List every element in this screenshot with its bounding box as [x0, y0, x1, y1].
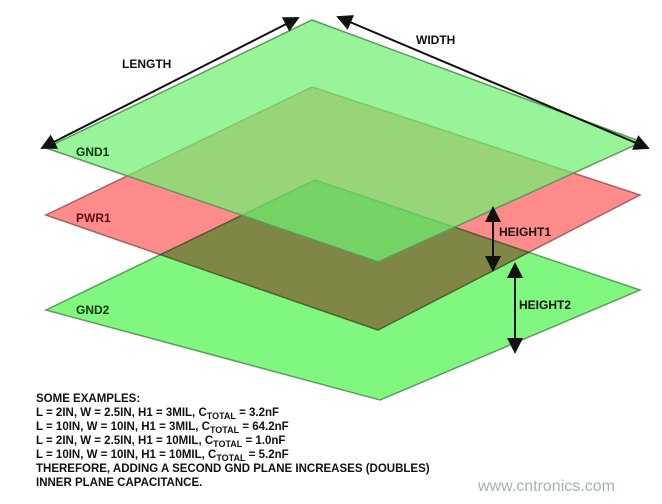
examples-notes: SOME EXAMPLES: L = 2IN, W = 2.5IN, H1 = …: [36, 392, 430, 490]
example-text: L = 2IN, W = 2.5IN, H1 = 10MIL, C: [36, 435, 214, 447]
example-line: L = 2IN, W = 2.5IN, H1 = 10MIL, CTOTAL =…: [36, 434, 430, 449]
width-arrow: [336, 15, 650, 150]
example-text: L = 10IN, W = 10IN, H1 = 3MIL, C: [36, 421, 210, 433]
conclusion-line-2: INNER PLANE CAPACITANCE.: [36, 477, 203, 489]
conclusion-line-1: THEREFORE, ADDING A SECOND GND PLANE INC…: [36, 463, 430, 475]
length-label: LENGTH: [122, 57, 171, 71]
example-text: L = 10IN, W = 10IN, H1 = 10MIL, C: [36, 449, 217, 461]
length-arrow: [40, 17, 300, 149]
watermark: www.cntronics.com: [478, 478, 615, 495]
example-value: = 64.2nF: [239, 421, 289, 433]
example-line: L = 2IN, W = 2.5IN, H1 = 3MIL, CTOTAL = …: [36, 406, 430, 421]
example-sub: TOTAL: [209, 425, 240, 435]
height2-label: HEIGHT2: [519, 298, 571, 312]
example-value: = 1.0nF: [242, 435, 286, 447]
notes-heading: SOME EXAMPLES:: [36, 393, 141, 405]
example-sub: TOTAL: [216, 453, 246, 463]
example-value: = 5.2nF: [245, 449, 289, 461]
height1-label: HEIGHT1: [499, 225, 551, 239]
example-sub: TOTAL: [206, 411, 236, 421]
pwr1-label: PWR1: [76, 211, 111, 225]
example-sub: TOTAL: [213, 439, 243, 449]
example-text: L = 2IN, W = 2.5IN, H1 = 3MIL, C: [36, 407, 207, 419]
gnd1-label: GND1: [76, 145, 110, 159]
example-line: L = 10IN, W = 10IN, H1 = 10MIL, CTOTAL =…: [36, 448, 430, 463]
width-label: WIDTH: [416, 33, 455, 47]
example-line: L = 10IN, W = 10IN, H1 = 3MIL, CTOTAL = …: [36, 420, 430, 435]
gnd2-label: GND2: [76, 303, 110, 317]
example-value: = 3.2nF: [235, 407, 280, 419]
